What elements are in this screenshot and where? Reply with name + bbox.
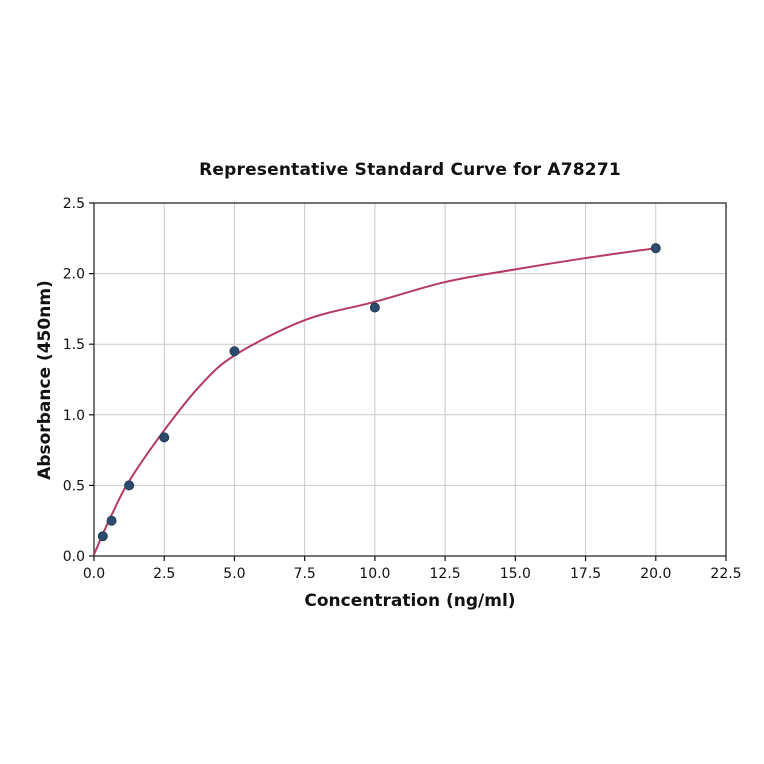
x-tick-label: 10.0 (359, 566, 390, 582)
grid-layer (93, 202, 727, 557)
y-axis-title: Absorbance (450nm) (35, 280, 55, 480)
data-point-layer (97, 243, 661, 542)
x-tick-label: 20.0 (640, 566, 671, 582)
x-tick-label: 17.5 (570, 566, 601, 582)
data-point (159, 432, 170, 443)
x-tick-label: 12.5 (430, 566, 461, 582)
x-tick-label: 2.5 (153, 566, 175, 582)
x-tick-label: 15.0 (500, 566, 531, 582)
y-tick-label: 0.0 (63, 549, 85, 565)
data-point (106, 515, 117, 526)
x-tick-label: 7.5 (294, 566, 316, 582)
y-tick-label: 2.5 (63, 196, 85, 212)
data-point (650, 243, 661, 254)
data-point (124, 480, 135, 491)
plot-border (93, 202, 727, 557)
data-point (369, 302, 380, 313)
x-tick-label: 5.0 (223, 566, 245, 582)
data-point (97, 531, 108, 542)
y-tick-label: 1.5 (63, 337, 85, 353)
fit-curve-line (93, 247, 657, 556)
y-tick-label: 2.0 (63, 267, 85, 283)
fit-curve-layer (93, 247, 657, 556)
x-tick-label: 0.0 (83, 566, 105, 582)
y-tick-label: 0.5 (63, 478, 85, 494)
tick-layer (89, 202, 727, 561)
x-axis-title: Concentration (ng/ml) (304, 591, 516, 611)
y-tick-label: 1.0 (63, 408, 85, 424)
chart-title: Representative Standard Curve for A78271 (199, 160, 621, 180)
data-point (229, 346, 240, 357)
x-tick-label: 22.5 (710, 566, 741, 582)
axes-spines (93, 202, 727, 557)
tick-label-layer: 0.0 2.5 5.0 7.5 10.0 12.5 15.0 17.5 20.0 22.5 0.0 0… (63, 196, 742, 582)
